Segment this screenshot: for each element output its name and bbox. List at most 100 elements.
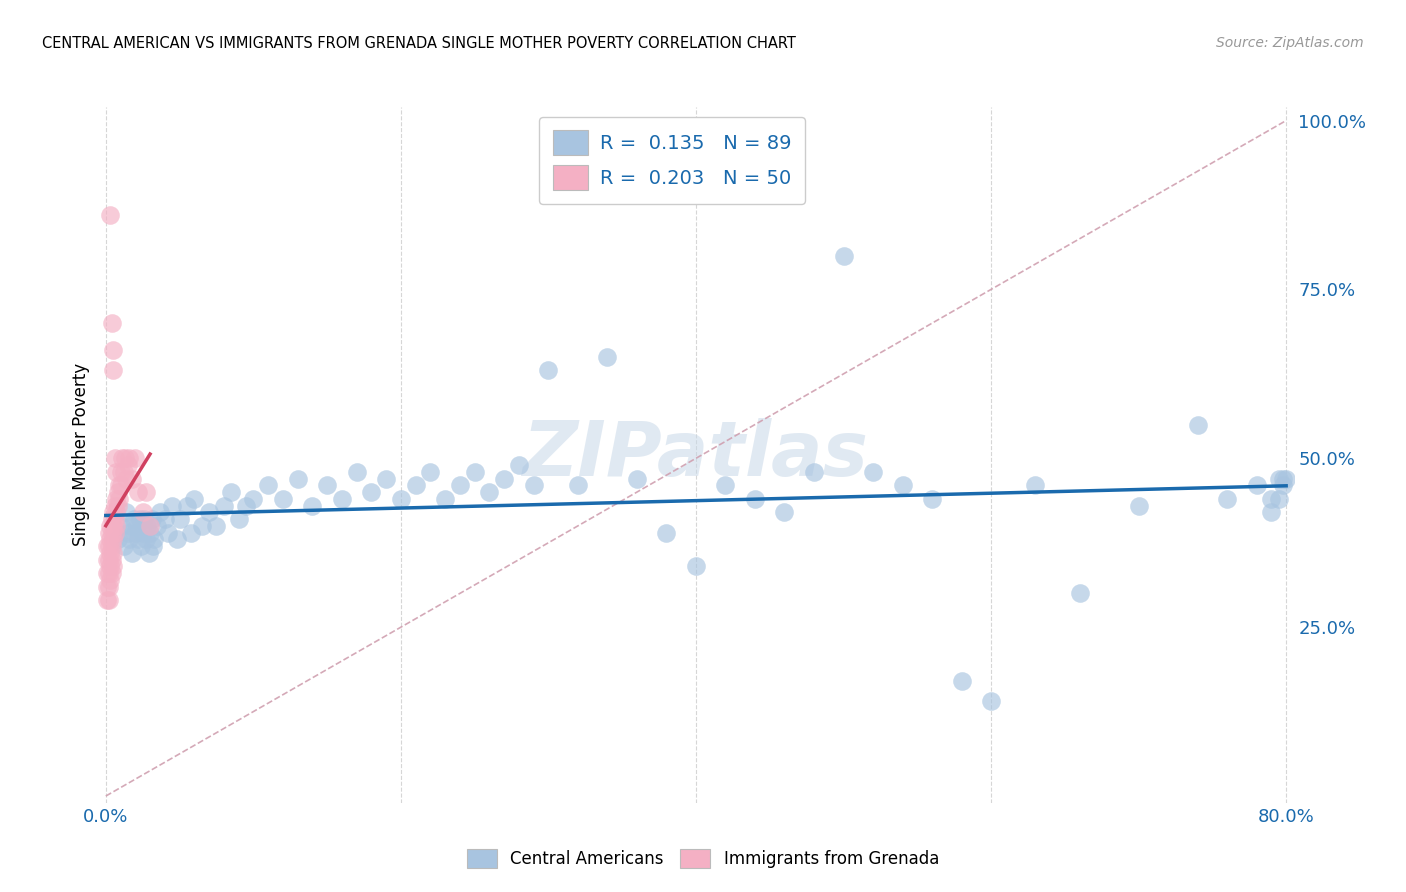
Point <box>219 485 242 500</box>
Point <box>183 491 205 506</box>
Point <box>832 249 855 263</box>
Point <box>950 674 973 689</box>
Point <box>271 491 294 506</box>
Point <box>257 478 280 492</box>
Point <box>110 519 132 533</box>
Point <box>129 539 152 553</box>
Point <box>107 485 129 500</box>
Point <box>120 519 142 533</box>
Point <box>891 478 914 492</box>
Point <box>494 472 516 486</box>
Point <box>212 499 235 513</box>
Point <box>141 512 163 526</box>
Point <box>96 539 118 553</box>
Point <box>523 478 546 492</box>
Point <box>96 566 118 581</box>
Point <box>478 485 501 500</box>
Point <box>98 519 121 533</box>
Y-axis label: Single Mother Poverty: Single Mother Poverty <box>72 363 90 547</box>
Point <box>146 519 169 533</box>
Point <box>1260 491 1282 506</box>
Point <box>101 505 124 519</box>
Text: ZIPatlas: ZIPatlas <box>523 418 869 491</box>
Point <box>166 533 188 547</box>
Point <box>96 593 118 607</box>
Point <box>97 539 120 553</box>
Point <box>115 505 138 519</box>
Point <box>330 491 353 506</box>
Point <box>980 694 1002 708</box>
Point <box>235 499 257 513</box>
Point <box>118 533 141 547</box>
Point <box>117 525 139 540</box>
Point <box>389 491 412 506</box>
Point <box>100 316 122 330</box>
Text: Source: ZipAtlas.com: Source: ZipAtlas.com <box>1216 36 1364 50</box>
Point <box>101 533 124 547</box>
Point <box>100 566 122 581</box>
Point <box>169 512 191 526</box>
Point <box>121 546 143 560</box>
Point <box>160 499 183 513</box>
Point <box>139 525 162 540</box>
Point <box>97 552 120 566</box>
Point <box>124 451 146 466</box>
Point <box>100 539 122 553</box>
Point <box>153 512 176 526</box>
Point <box>110 478 132 492</box>
Point <box>136 519 159 533</box>
Point <box>105 505 128 519</box>
Point <box>1069 586 1091 600</box>
Point <box>143 533 166 547</box>
Point <box>138 546 160 560</box>
Point <box>360 485 382 500</box>
Point <box>773 505 796 519</box>
Point <box>190 519 212 533</box>
Point <box>1187 417 1209 432</box>
Point <box>301 499 323 513</box>
Point <box>803 465 825 479</box>
Point <box>135 485 157 500</box>
Point <box>655 525 678 540</box>
Point <box>124 525 146 540</box>
Point <box>98 533 121 547</box>
Point <box>242 491 264 506</box>
Point <box>96 580 118 594</box>
Point <box>375 472 398 486</box>
Point <box>104 451 127 466</box>
Point <box>180 525 202 540</box>
Point <box>1216 491 1239 506</box>
Point <box>101 546 124 560</box>
Point <box>110 465 132 479</box>
Point <box>125 519 148 533</box>
Point <box>228 512 250 526</box>
Point <box>1024 478 1046 492</box>
Point <box>98 573 121 587</box>
Point <box>1268 491 1291 506</box>
Point <box>139 519 162 533</box>
Point <box>101 363 124 377</box>
Point <box>685 559 707 574</box>
Point <box>596 350 619 364</box>
Point <box>104 512 127 526</box>
Point <box>714 478 737 492</box>
Point <box>405 478 427 492</box>
Legend: Central Americans, Immigrants from Grenada: Central Americans, Immigrants from Grena… <box>460 842 946 875</box>
Point <box>419 465 441 479</box>
Point <box>149 505 172 519</box>
Point <box>96 552 118 566</box>
Point <box>115 472 138 486</box>
Point <box>1260 505 1282 519</box>
Point <box>508 458 530 472</box>
Point <box>131 505 153 519</box>
Point <box>135 533 157 547</box>
Point <box>1246 478 1268 492</box>
Point <box>100 512 122 526</box>
Point <box>128 512 150 526</box>
Point <box>98 208 121 222</box>
Point <box>112 539 135 553</box>
Point <box>205 519 228 533</box>
Point <box>127 533 149 547</box>
Legend: R =  0.135   N = 89, R =  0.203   N = 50: R = 0.135 N = 89, R = 0.203 N = 50 <box>540 117 804 203</box>
Point <box>346 465 368 479</box>
